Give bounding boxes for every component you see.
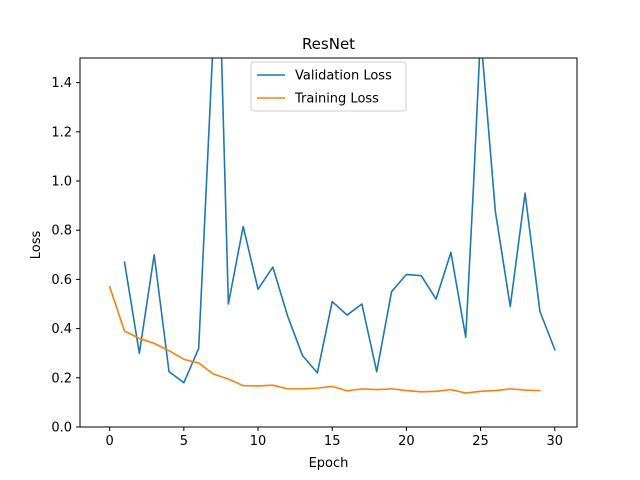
x-tick-label: 20	[398, 434, 415, 449]
x-tick-label: 25	[472, 434, 489, 449]
x-tick-label: 0	[106, 434, 114, 449]
y-axis-label: Loss	[29, 231, 44, 260]
legend-box	[250, 61, 407, 112]
y-tick-label: 1.4	[51, 76, 72, 91]
y-tick-label: 0.4	[51, 322, 72, 337]
y-tick-label: 0.0	[51, 421, 72, 436]
x-axis-label: Epoch	[309, 456, 349, 471]
series-line-validation-loss	[123, 58, 556, 384]
y-tick-label: 0.2	[51, 371, 72, 386]
y-tick-label: 1.0	[51, 175, 72, 190]
y-tick-label: 1.2	[51, 125, 72, 140]
x-tick-label: 5	[180, 434, 188, 449]
plot-area	[108, 58, 556, 394]
legend: Validation Loss Training Loss	[250, 61, 407, 112]
y-axis: 0.0 0.2 0.4 0.6 0.8 1.0 1.2 1.4	[51, 76, 80, 436]
x-tick-label: 15	[324, 434, 341, 449]
legend-label: Training Loss	[294, 92, 379, 107]
x-tick-label: 30	[546, 434, 563, 449]
x-tick-label: 10	[250, 434, 267, 449]
chart-title: ResNet	[302, 35, 355, 53]
y-tick-label: 0.6	[51, 273, 72, 288]
y-tick-label: 0.8	[51, 224, 72, 239]
series-line-training-loss	[108, 285, 541, 394]
plot-frame	[79, 57, 578, 428]
x-axis: 0 5 10 15 20 25 30	[106, 427, 563, 449]
legend-label: Validation Loss	[295, 69, 392, 84]
